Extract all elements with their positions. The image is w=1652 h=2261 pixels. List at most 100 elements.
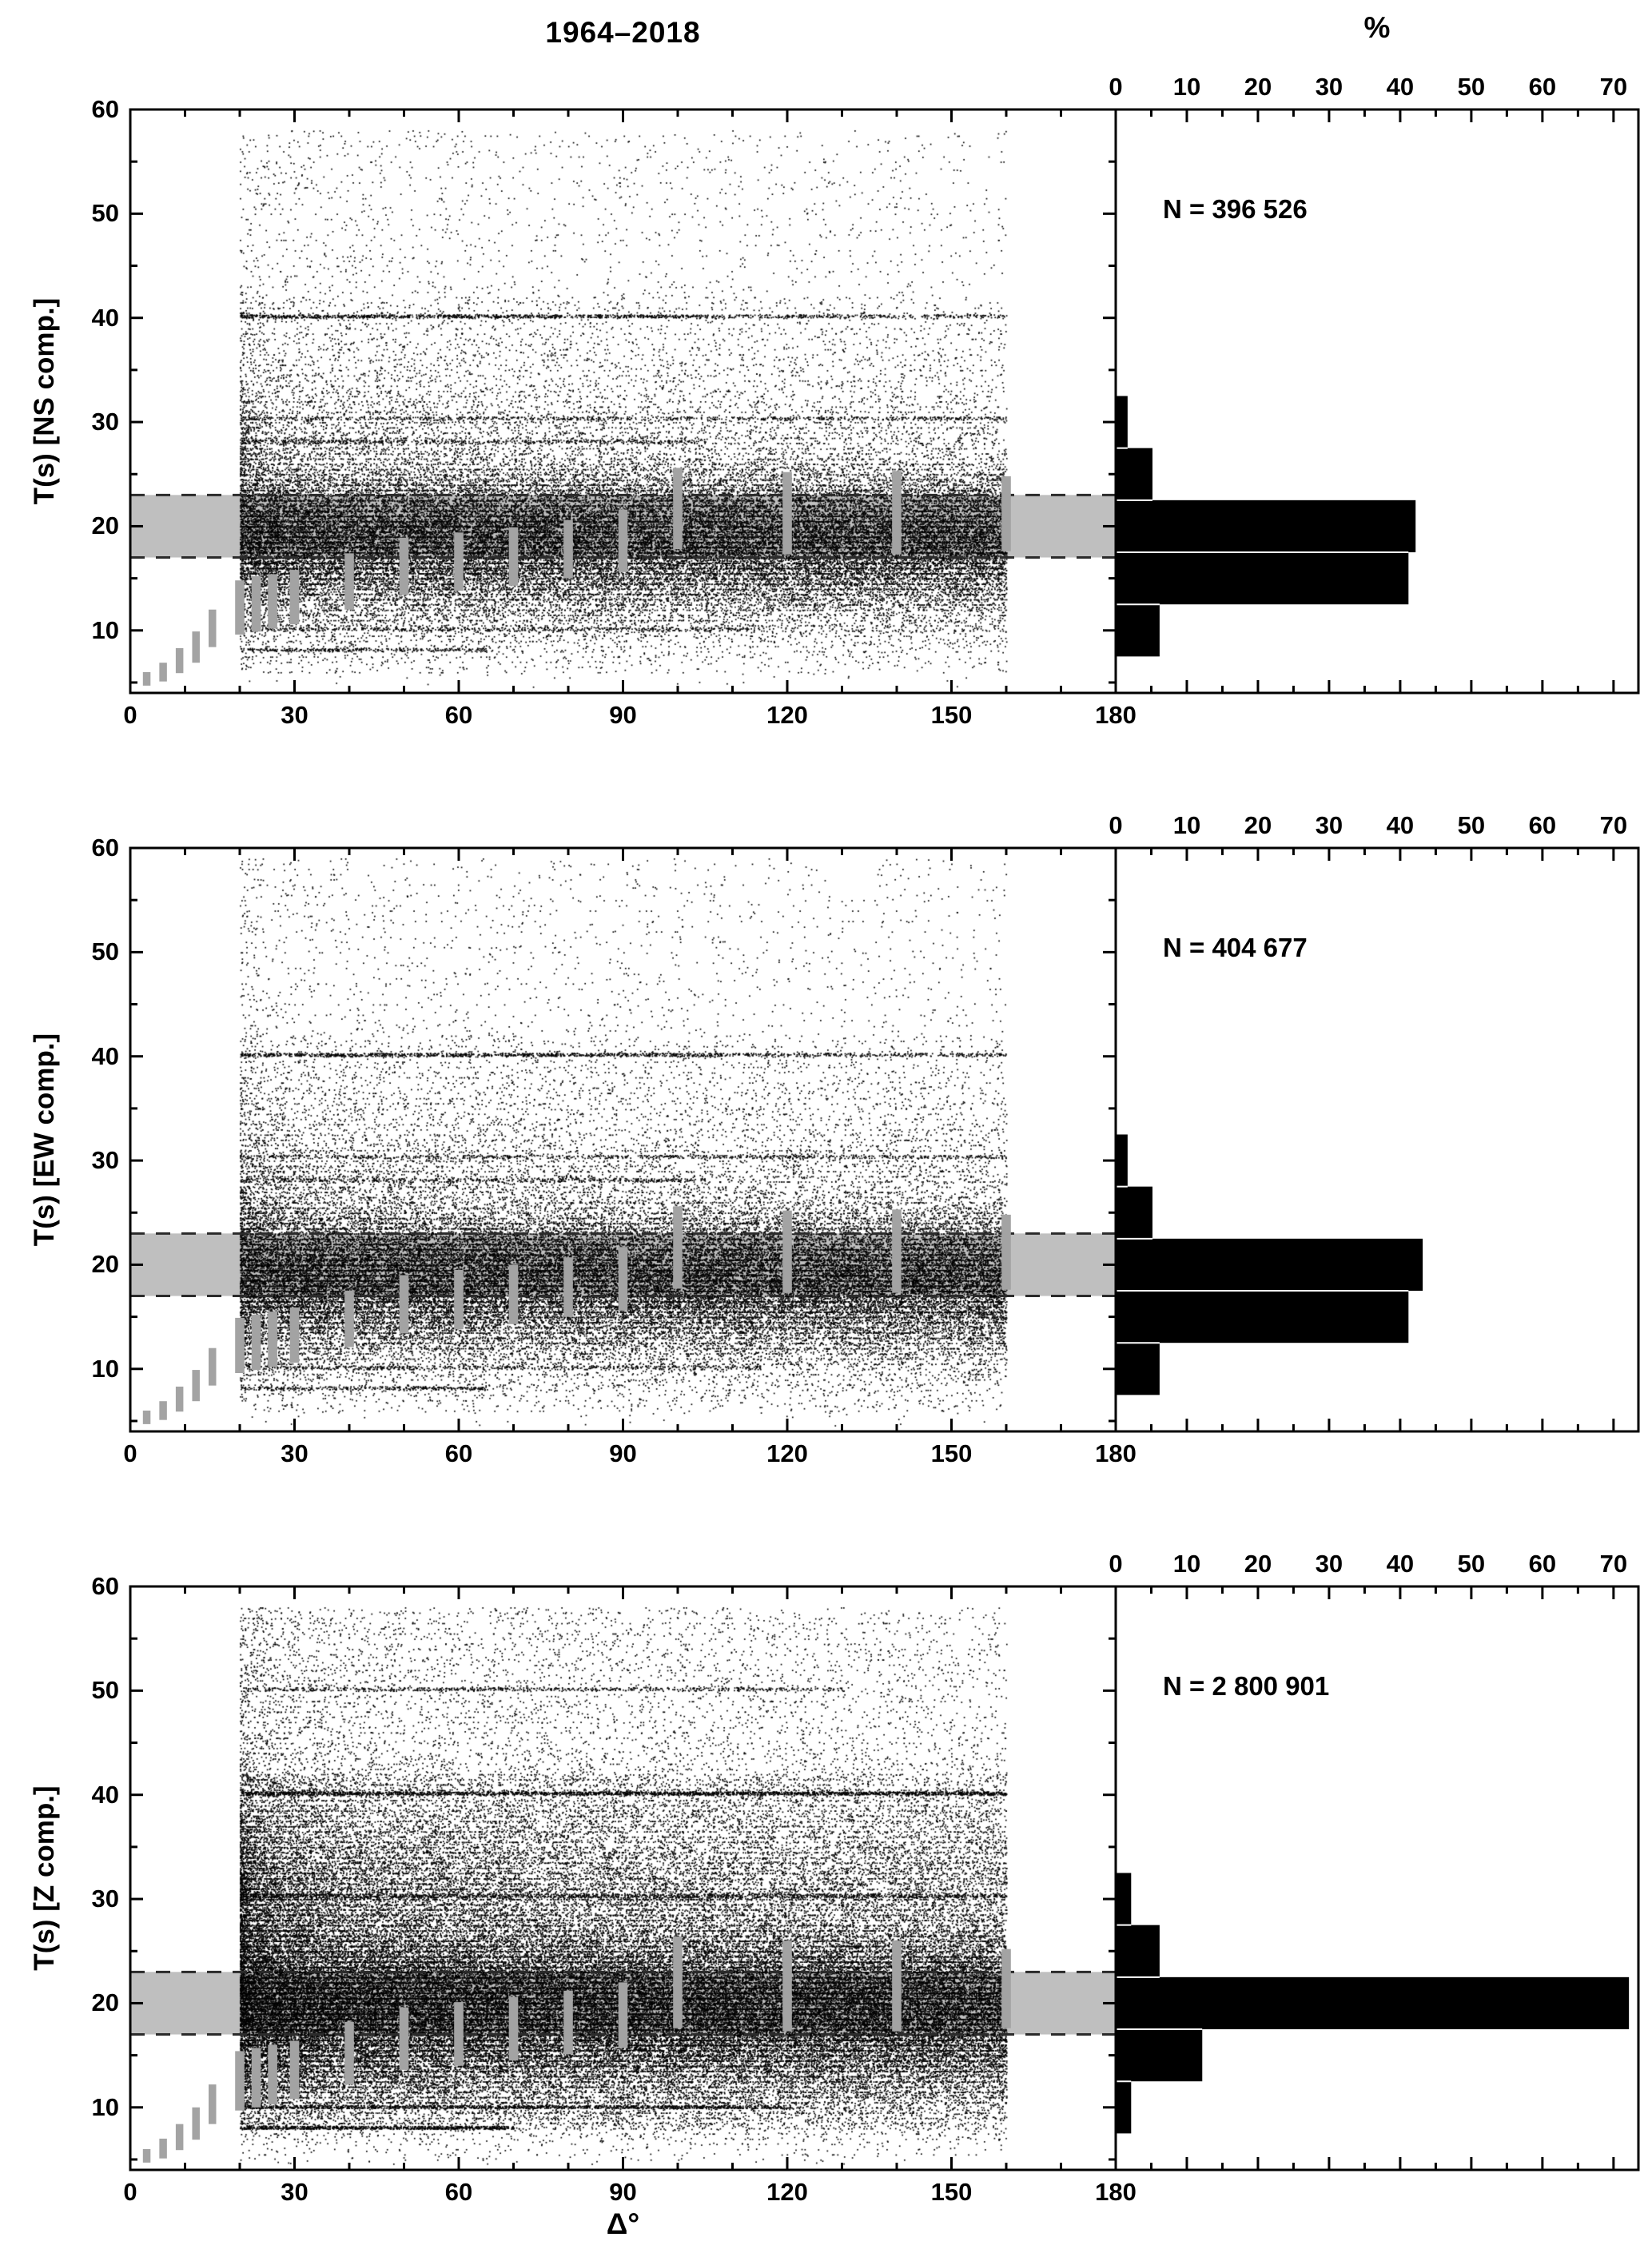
quartile-bar bbox=[142, 2148, 151, 2163]
histogram-bar bbox=[1117, 1186, 1152, 1239]
quartile-bar bbox=[251, 576, 261, 632]
histogram-bar bbox=[1117, 2081, 1132, 2134]
pct-tick-label: 40 bbox=[1386, 73, 1415, 101]
y-tick-label: 30 bbox=[91, 1146, 119, 1175]
x-tick-label: 180 bbox=[1095, 2178, 1136, 2206]
y-tick-label: 30 bbox=[91, 408, 119, 436]
quartile-bar bbox=[159, 2138, 167, 2159]
quartile-bar bbox=[289, 2040, 300, 2100]
y-tick-label: 30 bbox=[91, 1885, 119, 1913]
histogram-frame bbox=[1114, 846, 1640, 1433]
quartile-bar bbox=[142, 1410, 151, 1424]
x-tick-label: 150 bbox=[930, 2178, 973, 2206]
quartile-bar bbox=[618, 509, 628, 572]
pct-tick-label: 10 bbox=[1172, 811, 1201, 839]
quartile-bar bbox=[159, 1401, 167, 1420]
quartile-bar bbox=[892, 1941, 902, 2032]
y-tick-label: 60 bbox=[91, 834, 119, 862]
x-tick-label: 60 bbox=[444, 1439, 473, 1467]
quartile-bar bbox=[618, 1982, 628, 2048]
quartile-bar bbox=[344, 1291, 354, 1347]
x-tick-label: 90 bbox=[609, 2178, 637, 2206]
y-axis-label-z: T(s) [Z comp.] bbox=[29, 1785, 60, 1971]
pct-tick-label: 20 bbox=[1244, 73, 1272, 101]
quartile-bar bbox=[192, 631, 200, 663]
x-axis-title: Δ° bbox=[606, 2207, 640, 2240]
pct-tick-label: 0 bbox=[1109, 73, 1123, 101]
x-tick-label: 60 bbox=[444, 701, 473, 729]
pct-tick-label: 60 bbox=[1528, 73, 1557, 101]
quartile-bar bbox=[209, 609, 217, 647]
quartile-bar bbox=[508, 527, 519, 586]
quartile-bar bbox=[399, 537, 409, 595]
quartile-bar bbox=[209, 2084, 217, 2124]
y-tick-label: 50 bbox=[91, 199, 119, 228]
quartile-bar bbox=[1001, 1949, 1011, 2028]
y-tick-label: 20 bbox=[91, 1250, 119, 1279]
y-tick-label: 60 bbox=[91, 1572, 119, 1600]
y-tick-label: 10 bbox=[91, 1354, 119, 1383]
pct-tick-label: 40 bbox=[1386, 811, 1415, 839]
quartile-bar bbox=[508, 1996, 519, 2061]
pct-tick-label: 20 bbox=[1244, 1550, 1272, 1578]
quartile-bar bbox=[454, 2002, 464, 2066]
histogram-bar bbox=[1117, 1134, 1128, 1187]
quartile-bar bbox=[209, 1347, 217, 1386]
quartile-bar bbox=[268, 574, 277, 629]
x-tick-label: 30 bbox=[281, 2178, 309, 2206]
pct-tick-label: 40 bbox=[1386, 1550, 1415, 1578]
x-tick-label: 0 bbox=[123, 1439, 137, 1467]
quartile-bar bbox=[508, 1264, 519, 1324]
histogram-frame bbox=[1114, 108, 1640, 695]
quartile-bar bbox=[399, 2007, 409, 2070]
histogram-bar bbox=[1117, 2029, 1203, 2082]
x-tick-label: 60 bbox=[444, 2178, 473, 2206]
pct-tick-label: 30 bbox=[1315, 811, 1343, 839]
y-tick-label: 40 bbox=[91, 1780, 119, 1809]
y-axis-label-ew: T(s) [EW comp.] bbox=[29, 1033, 60, 1247]
x-tick-label: 90 bbox=[609, 701, 637, 729]
scatter-frame bbox=[129, 1585, 1117, 2171]
quartile-bar bbox=[454, 1269, 464, 1330]
quartile-bar bbox=[399, 1275, 409, 1334]
y-tick-label: 50 bbox=[91, 1676, 119, 1705]
quartile-bar bbox=[251, 1315, 261, 1371]
y-tick-label: 60 bbox=[91, 95, 119, 123]
count-label-ns: N = 396 526 bbox=[1163, 194, 1308, 224]
x-tick-label: 0 bbox=[123, 2178, 137, 2206]
histogram-bar bbox=[1117, 1291, 1409, 1343]
figure-title: 1964–2018 bbox=[545, 16, 701, 49]
pct-tick-label: 70 bbox=[1599, 73, 1628, 101]
quartile-bar bbox=[563, 1990, 573, 2055]
x-tick-label: 0 bbox=[123, 701, 137, 729]
quartile-bar bbox=[563, 519, 573, 579]
histogram-bar bbox=[1117, 1343, 1160, 1395]
x-tick-label: 120 bbox=[766, 1439, 808, 1467]
quartile-bar bbox=[618, 1247, 628, 1311]
pct-tick-label: 60 bbox=[1528, 1550, 1557, 1578]
y-tick-label: 20 bbox=[91, 512, 119, 540]
x-tick-label: 90 bbox=[609, 1439, 637, 1467]
quartile-bar bbox=[142, 671, 151, 686]
count-label-z: N = 2 800 901 bbox=[1163, 1671, 1330, 1701]
histogram-bar bbox=[1117, 604, 1160, 657]
quartile-bar bbox=[782, 1210, 792, 1293]
quartile-bar bbox=[289, 1307, 300, 1363]
pct-tick-label: 50 bbox=[1457, 73, 1486, 101]
pct-tick-label: 30 bbox=[1315, 73, 1343, 101]
count-label-ew: N = 404 677 bbox=[1163, 933, 1308, 962]
histogram-bar bbox=[1117, 448, 1152, 500]
quartile-bar bbox=[673, 1937, 683, 2028]
quartile-bar bbox=[251, 2048, 261, 2108]
y-tick-label: 40 bbox=[91, 1041, 119, 1070]
histogram-bar bbox=[1117, 1976, 1630, 2030]
histogram-bar bbox=[1117, 552, 1409, 605]
pct-tick-label: 50 bbox=[1457, 811, 1486, 839]
quartile-bar bbox=[563, 1257, 573, 1317]
pct-tick-label: 50 bbox=[1457, 1550, 1486, 1578]
scatter-frame bbox=[129, 108, 1117, 695]
quartile-bar bbox=[159, 663, 167, 682]
x-tick-label: 180 bbox=[1095, 1439, 1136, 1467]
